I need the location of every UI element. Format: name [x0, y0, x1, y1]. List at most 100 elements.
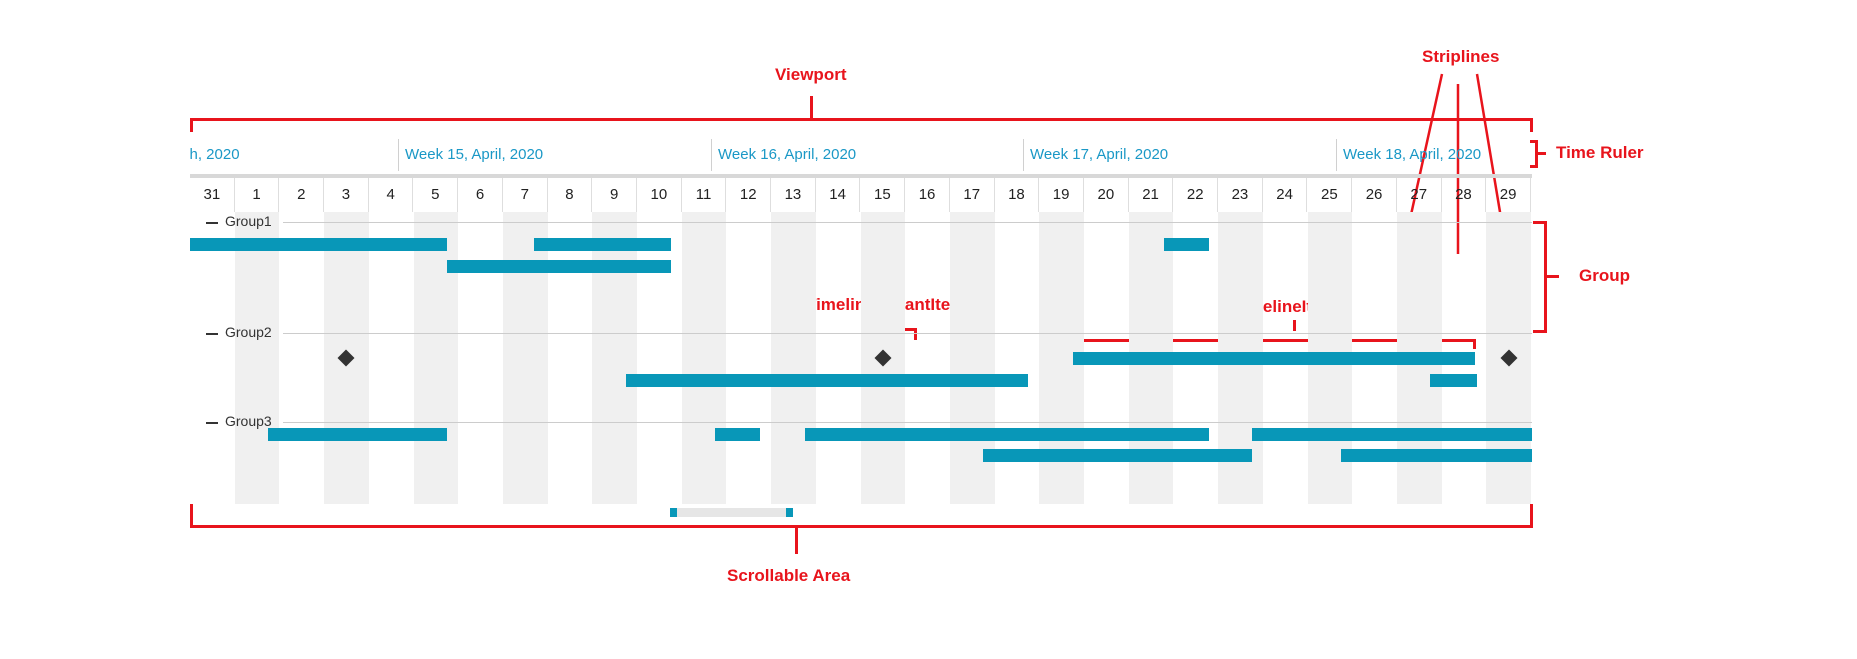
week-label: Week 16, April, 2020: [718, 146, 857, 163]
group-header-label: Group3: [225, 413, 272, 429]
day-cell: 5: [414, 178, 459, 212]
group-bracket-side: [1544, 221, 1547, 333]
scrollbar-track[interactable]: [670, 508, 793, 517]
group-bracket-tick: [1547, 275, 1559, 278]
ruler-bracket-top: [1530, 140, 1538, 143]
item-bracket-tick: [1293, 320, 1296, 331]
timeline-control: ch, 2020 Week 15, April, 2020 Week 16, Apr…: [190, 136, 1532, 504]
day-cell: 3: [324, 178, 369, 212]
scrollable-area-label: Scrollable Area: [727, 566, 851, 585]
week-label: Week 18, April, 2020: [1343, 146, 1482, 163]
timeline-item-bar[interactable]: [534, 238, 671, 251]
day-cell: 25: [1308, 178, 1353, 212]
scroll-bracket-tick: [795, 528, 798, 554]
day-cell: 22: [1173, 178, 1219, 212]
day-cell: 11: [682, 178, 727, 212]
timeline-item-bar[interactable]: [190, 238, 448, 251]
viewport-bracket: [190, 118, 1533, 121]
stripline: [234, 212, 280, 504]
timeline-item-bar[interactable]: [447, 260, 671, 273]
timeline-item-bar[interactable]: [1072, 352, 1476, 365]
scroll-bracket-left: [190, 504, 193, 528]
ruler-bracket-tick: [1538, 152, 1546, 155]
day-cell: 4: [369, 178, 414, 212]
day-cell: 6: [458, 178, 503, 212]
striplines-label: Striplines: [1422, 47, 1500, 66]
timeline-items-area: Group1 Group2 Group3: [190, 212, 1532, 504]
timeline-item-bar[interactable]: [983, 449, 1252, 462]
viewport-bracket-tick: [810, 96, 813, 118]
timeline-item-bar[interactable]: [268, 428, 448, 441]
group-header-label: Group2: [225, 324, 272, 340]
day-cell: 2: [279, 178, 325, 212]
timeline-item-bar[interactable]: [625, 374, 1029, 387]
week-label: Week 15, April, 2020: [405, 146, 544, 163]
day-cell: 20: [1084, 178, 1129, 212]
timeline-item-bar[interactable]: [1430, 374, 1478, 387]
group-divider: [283, 422, 1532, 423]
day-cell: 27: [1397, 178, 1442, 212]
item-bracket: [1072, 339, 1476, 342]
group-bracket-bottom: [1533, 330, 1547, 333]
timeline-item-bar[interactable]: [1164, 238, 1210, 251]
day-cell: 17: [950, 178, 995, 212]
time-ruler-weeks: ch, 2020 Week 15, April, 2020 Week 16, Apr…: [190, 136, 1532, 174]
day-cell: 18: [995, 178, 1040, 212]
day-cell: 13: [771, 178, 816, 212]
ruler-bracket-bottom: [1530, 165, 1538, 168]
day-cell: 9: [592, 178, 637, 212]
stripline: [771, 212, 816, 504]
ruler-bracket-side: [1535, 140, 1538, 168]
week-label: Week 17, April, 2020: [1030, 146, 1169, 163]
group-bracket-top: [1533, 221, 1547, 224]
scroll-bracket-right: [1530, 504, 1533, 528]
instant-bracket-right: [914, 328, 917, 340]
group-collapse-toggle[interactable]: [206, 422, 218, 424]
week-separator: [1336, 139, 1337, 171]
day-cell: 10: [637, 178, 682, 212]
item-bracket-right: [1473, 339, 1476, 349]
day-cell: 12: [726, 178, 772, 212]
stripline: [413, 212, 459, 504]
scrollbar-right-handle[interactable]: [786, 508, 793, 517]
day-cell: 28: [1442, 178, 1487, 212]
day-cell: 8: [548, 178, 593, 212]
timeline-item-bar[interactable]: [804, 428, 1210, 441]
group-collapse-toggle[interactable]: [206, 333, 218, 335]
stripline: [681, 212, 727, 504]
group-collapse-toggle[interactable]: [206, 222, 218, 224]
week-label: ch, 2020: [190, 146, 240, 163]
group-divider: [283, 333, 1532, 334]
time-ruler-days: 31 1 2 3 4 5 6 7 8 9 10 11 12 13 14 15 16 17 18 19 20 21 22 23 2…: [190, 178, 1532, 212]
time-ruler-divider: [190, 174, 1532, 178]
scrollbar-left-handle[interactable]: [670, 508, 677, 517]
timeline-item-bar[interactable]: [1251, 428, 1532, 441]
day-cell: 23: [1218, 178, 1263, 212]
stripline: [592, 212, 637, 504]
day-cell: 15: [861, 178, 906, 212]
group-label-annotation: Group: [1579, 266, 1630, 285]
day-cell: 19: [1039, 178, 1084, 212]
scroll-bracket: [190, 525, 1533, 528]
day-cell: 24: [1263, 178, 1308, 212]
group-header-label: Group1: [225, 213, 272, 229]
group-divider: [283, 222, 1532, 223]
timeline-item-bar[interactable]: [715, 428, 760, 441]
horizontal-scrollbar[interactable]: [190, 504, 1532, 520]
day-cell: 14: [816, 178, 861, 212]
day-cell: 16: [905, 178, 950, 212]
week-separator: [711, 139, 712, 171]
day-cell: 7: [503, 178, 548, 212]
viewport-bracket-right: [1530, 118, 1533, 132]
viewport-label: Viewport: [775, 65, 847, 84]
week-separator: [398, 139, 399, 171]
day-cell: 1: [235, 178, 280, 212]
time-ruler-label: Time Ruler: [1556, 143, 1644, 162]
timeline-item-bar[interactable]: [1341, 449, 1532, 462]
viewport-bracket-left: [190, 118, 193, 132]
week-separator: [1023, 139, 1024, 171]
day-cell: 21: [1129, 178, 1174, 212]
day-cell: 26: [1352, 178, 1397, 212]
day-cell: 31: [190, 178, 235, 212]
